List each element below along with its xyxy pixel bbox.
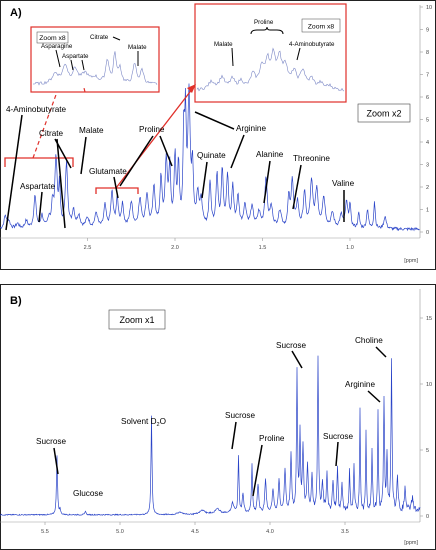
- y-tick-label-a: 3: [426, 163, 429, 169]
- y-tick-label-a: 7: [426, 73, 429, 79]
- x-tick-label-b: 4.0: [266, 529, 274, 535]
- inset-1-label-asparagine: Asparagine: [41, 43, 73, 50]
- x-tick-label-b: 5.0: [116, 529, 124, 535]
- label-valine: Valine: [332, 179, 355, 188]
- label-citrate: Citrate: [39, 129, 64, 138]
- peak-annotations-a: 4-Aminobutyrate Aspartate Citrate Malate…: [5, 105, 355, 231]
- y-tick-label-a: 8: [426, 50, 429, 56]
- inset-1-label-malate: Malate: [128, 44, 147, 51]
- label-threonine: Threonine: [293, 154, 330, 163]
- inset-1-label-citrate: Citrate: [90, 34, 109, 41]
- x-axis-a-label: [ppm]: [404, 258, 418, 264]
- x-tick-label-a: 2.0: [171, 245, 179, 251]
- spectrum-a-chart: A) 0 1 2 3 4 5 6 7 8 9 10 2.5 2.0 1.5 1.0 [ppm] Zoom …: [0, 0, 436, 270]
- y-tick-label-a: 1: [426, 208, 429, 214]
- inset-1-zoom-label: Zoom x8: [39, 35, 66, 42]
- x-tick-label-b: 4.5: [191, 529, 199, 535]
- y-tick-label-b: 15: [426, 316, 432, 322]
- panel-a-label: A): [10, 7, 22, 19]
- panel-a: A) 0 1 2 3 4 5 6 7 8 9 10 2.5 2.0 1.5 1.0 [ppm] Zoom …: [0, 0, 436, 270]
- spectrum-a-line: [0, 83, 420, 232]
- label-arginine-b: Arginine: [345, 380, 375, 389]
- label-proline-b: Proline: [259, 434, 285, 443]
- label-solvent-d2o: Solvent D2O: [121, 417, 166, 428]
- inset-2-zoom-label: Zoom x8: [308, 24, 335, 31]
- y-tick-label-a: 0: [426, 230, 429, 236]
- spectrum-b-line: [0, 355, 421, 516]
- label-quinate: Quinate: [197, 151, 226, 160]
- peak-annotations-b: Sucrose Glucose Solvent D2O Sucrose Prol…: [36, 336, 387, 498]
- label-proline: Proline: [139, 125, 165, 134]
- y-tick-label-b: 0: [426, 514, 429, 520]
- y-tick-label-a: 10: [426, 5, 432, 11]
- x-tick-label-a: 1.0: [346, 245, 354, 251]
- inset-2-label-aminobutyrate: 4-Aminobutyrate: [289, 41, 335, 48]
- x-tick-label-a: 1.5: [259, 245, 267, 251]
- label-sucrose-1: Sucrose: [36, 437, 66, 446]
- y-tick-label-b: 5: [426, 448, 429, 454]
- label-glutamate: Glutamate: [89, 167, 127, 176]
- inset-2: Zoom x8 Proline Malate 4-Aminobutyrate: [194, 3, 347, 103]
- label-sucrose-2: Sucrose: [225, 411, 255, 420]
- y-tick-label-a: 2: [426, 185, 429, 191]
- label-malate: Malate: [79, 126, 104, 135]
- zoom-x1-box: [108, 309, 166, 330]
- x-tick-label-b: 3.5: [341, 529, 349, 535]
- zoom-x1-label: Zoom x1: [119, 315, 154, 325]
- label-aminobutyrate: 4-Aminobutyrate: [6, 105, 67, 114]
- x-tick-label-a: 2.5: [84, 245, 92, 251]
- y-tick-label-a: 6: [426, 95, 429, 101]
- label-sucrose-3: Sucrose: [276, 341, 306, 350]
- y-tick-label-a: 9: [426, 28, 429, 34]
- zoom-x2-box: [357, 103, 411, 123]
- inset-2-label-proline: Proline: [254, 19, 274, 26]
- label-choline: Choline: [355, 336, 383, 345]
- zoom-x2-label: Zoom x2: [366, 109, 401, 119]
- panel-b: B) 0 5 10 15 5.5 5.0 4.5 4.0 3.5 [ppm] Zoom x1 …: [0, 284, 436, 550]
- inset-2-label-malate: Malate: [214, 41, 233, 48]
- y-tick-label-a: 5: [426, 118, 429, 124]
- y-tick-label-b: 10: [426, 382, 432, 388]
- y-tick-label-a: 4: [426, 140, 429, 146]
- label-aspartate: Aspartate: [20, 182, 55, 191]
- panel-b-label: B): [10, 295, 22, 307]
- label-glucose: Glucose: [73, 489, 103, 498]
- label-alanine: Alanine: [256, 150, 284, 159]
- label-arginine: Arginine: [236, 124, 266, 133]
- label-sucrose-4: Sucrose: [323, 432, 353, 441]
- x-tick-label-b: 5.5: [41, 529, 49, 535]
- inset-1: Zoom x8 Asparagine Aspartate Citrate Mal…: [30, 26, 160, 93]
- x-axis-b-label: [ppm]: [404, 540, 418, 546]
- inset-1-label-aspartate: Aspartate: [62, 53, 89, 60]
